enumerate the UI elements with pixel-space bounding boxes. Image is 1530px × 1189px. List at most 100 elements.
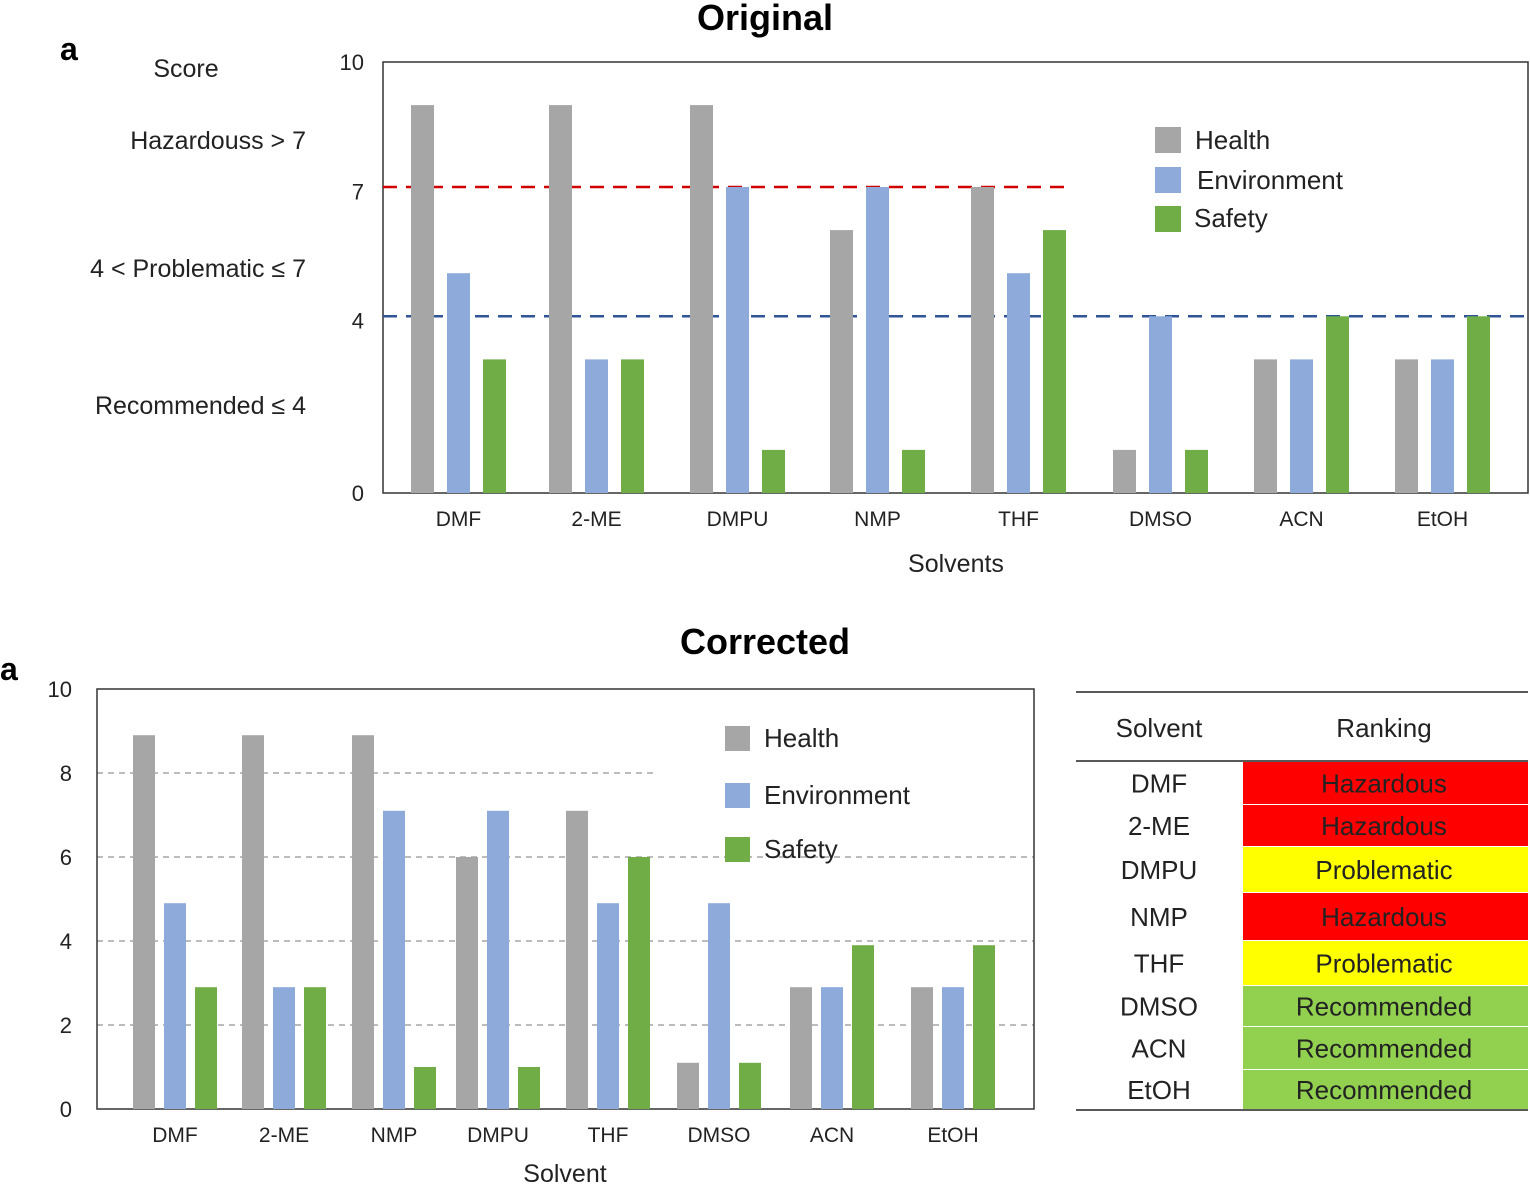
x-category-label: NMP	[371, 1124, 418, 1147]
x-category-label: DMPU	[707, 508, 769, 531]
bar-environment-dmf	[447, 273, 470, 493]
ranking-cell-fill	[1243, 762, 1528, 804]
x-category-label: 2-ME	[571, 508, 621, 531]
bar-health-thf	[566, 810, 588, 1109]
bar-health-acn	[1254, 359, 1277, 493]
table-cell-ranking: Recommended	[1296, 992, 1472, 1022]
table-row: DMPU Problematic	[1121, 847, 1528, 892]
bar-environment-dmpu	[487, 810, 509, 1109]
y-tick-label: 0	[352, 481, 364, 506]
bar-safety-nmp	[414, 1067, 436, 1109]
table-cell-solvent: EtOH	[1127, 1075, 1191, 1105]
y-tick-label: 10	[340, 50, 364, 75]
legend-swatch-health	[725, 726, 750, 751]
x-category-label: ACN	[810, 1124, 854, 1147]
x-category-label: DMSO	[1129, 508, 1192, 531]
table-cell-ranking: Hazardous	[1321, 811, 1447, 841]
table-cell-ranking: Problematic	[1315, 949, 1452, 979]
table-cell-ranking: Recommended	[1296, 1034, 1472, 1064]
legend-label-safety: Safety	[1194, 203, 1268, 233]
ranking-table: Solvent Ranking DMF Hazardous 2-ME Hazardou…	[1076, 691, 1528, 1111]
bar-safety-dmf	[483, 359, 506, 493]
y-tick-label: 7	[352, 179, 364, 204]
bar-health-etoh	[911, 987, 933, 1109]
side-label-score: Score	[153, 55, 218, 83]
bar-health-nmp	[830, 230, 853, 493]
legend-label-safety: Safety	[764, 834, 838, 864]
bar-environment-dmso	[708, 903, 730, 1109]
bar-health-2-me	[549, 105, 572, 493]
table-row: NMP Hazardous	[1130, 893, 1528, 940]
table-cell-ranking: Recommended	[1296, 1075, 1472, 1105]
y-tick-label: 4	[352, 309, 364, 334]
table-cell-solvent: DMSO	[1120, 992, 1198, 1022]
x-category-label: DMPU	[467, 1124, 529, 1147]
legend-label-environment: Environment	[764, 780, 911, 810]
bar-environment-acn	[1290, 359, 1313, 493]
x-category-label: 2-ME	[259, 1124, 309, 1147]
ranking-cell-fill	[1243, 893, 1528, 940]
table-header-solvent: Solvent	[1116, 713, 1203, 743]
ranking-cell-fill	[1243, 1027, 1528, 1069]
x-category-label: THF	[998, 508, 1039, 531]
chart-original-plot-frame	[382, 61, 1529, 494]
bar-health-nmp	[352, 735, 374, 1109]
bar-environment-nmp	[383, 810, 405, 1109]
bar-environment-etoh	[1431, 359, 1454, 493]
legend-swatch-safety	[725, 837, 750, 862]
chart-corrected-plot-frame	[96, 688, 1035, 1110]
x-category-label: NMP	[854, 508, 901, 531]
bar-safety-dmpu	[762, 449, 785, 493]
y-tick-label: 0	[60, 1097, 72, 1122]
chart-original-categories: DMF 2-ME DMPU NMP THF DMSO ACN EtOH	[436, 508, 1468, 531]
bar-safety-2-me	[621, 359, 644, 493]
chart-original-bars	[411, 105, 1490, 494]
table-row: EtOH Recommended	[1127, 1070, 1528, 1109]
bar-environment-2-me	[585, 359, 608, 493]
table-cell-ranking: Problematic	[1315, 855, 1452, 885]
bar-health-dmpu	[456, 857, 478, 1109]
chart-original-panel-label: a	[60, 31, 78, 67]
bar-environment-dmso	[1149, 316, 1172, 493]
legend-swatch-environment	[1155, 167, 1181, 193]
bar-health-dmpu	[690, 105, 713, 493]
table-row: ACN Recommended	[1132, 1027, 1528, 1069]
chart-original-legend: Health Environment Safety	[1155, 125, 1344, 233]
table-row: THF Problematic	[1134, 941, 1528, 985]
table-cell-ranking: Hazardous	[1321, 769, 1447, 799]
chart-corrected-gridlines	[97, 772, 1034, 1026]
bar-safety-etoh	[973, 945, 995, 1109]
table-row: DMSO Recommended	[1120, 986, 1528, 1026]
bar-safety-acn	[1326, 316, 1349, 493]
chart-corrected-title: Corrected	[680, 621, 850, 662]
table-row: 2-ME Hazardous	[1128, 805, 1528, 846]
x-category-label: DMF	[152, 1124, 198, 1147]
ranking-cell-fill	[1243, 805, 1528, 846]
bar-safety-nmp	[902, 449, 925, 493]
bar-safety-etoh	[1467, 316, 1490, 493]
chart-corrected-x-axis-label: Solvent	[523, 1160, 606, 1184]
legend-label-health: Health	[764, 723, 839, 753]
bar-safety-2-me	[304, 987, 326, 1109]
bar-safety-thf	[628, 857, 650, 1109]
bar-health-dmso	[677, 1062, 699, 1109]
legend-swatch-health	[1155, 127, 1181, 153]
bar-environment-dmpu	[726, 186, 749, 494]
bar-health-dmso	[1113, 449, 1136, 493]
bar-health-dmf	[411, 105, 434, 493]
ranking-cell-fill	[1243, 1070, 1528, 1109]
table-cell-solvent: ACN	[1132, 1034, 1187, 1064]
bar-environment-nmp	[866, 186, 889, 494]
table-rows: DMF Hazardous 2-ME Hazardous DMPU Problematic…	[1120, 762, 1528, 1109]
bar-safety-dmpu	[518, 1067, 540, 1109]
bar-health-etoh	[1395, 359, 1418, 493]
x-category-label: EtOH	[1417, 508, 1468, 531]
x-category-label: DMF	[436, 508, 482, 531]
x-category-label: THF	[588, 1124, 629, 1147]
side-label-recommended: Recommended ≤ 4	[95, 392, 306, 420]
chart-corrected-categories: DMF 2-ME NMP DMPU THF DMSO ACN EtOH	[152, 1124, 978, 1147]
bar-health-dmf	[133, 735, 155, 1109]
x-category-label: ACN	[1279, 508, 1323, 531]
table-cell-solvent: DMF	[1131, 769, 1187, 799]
